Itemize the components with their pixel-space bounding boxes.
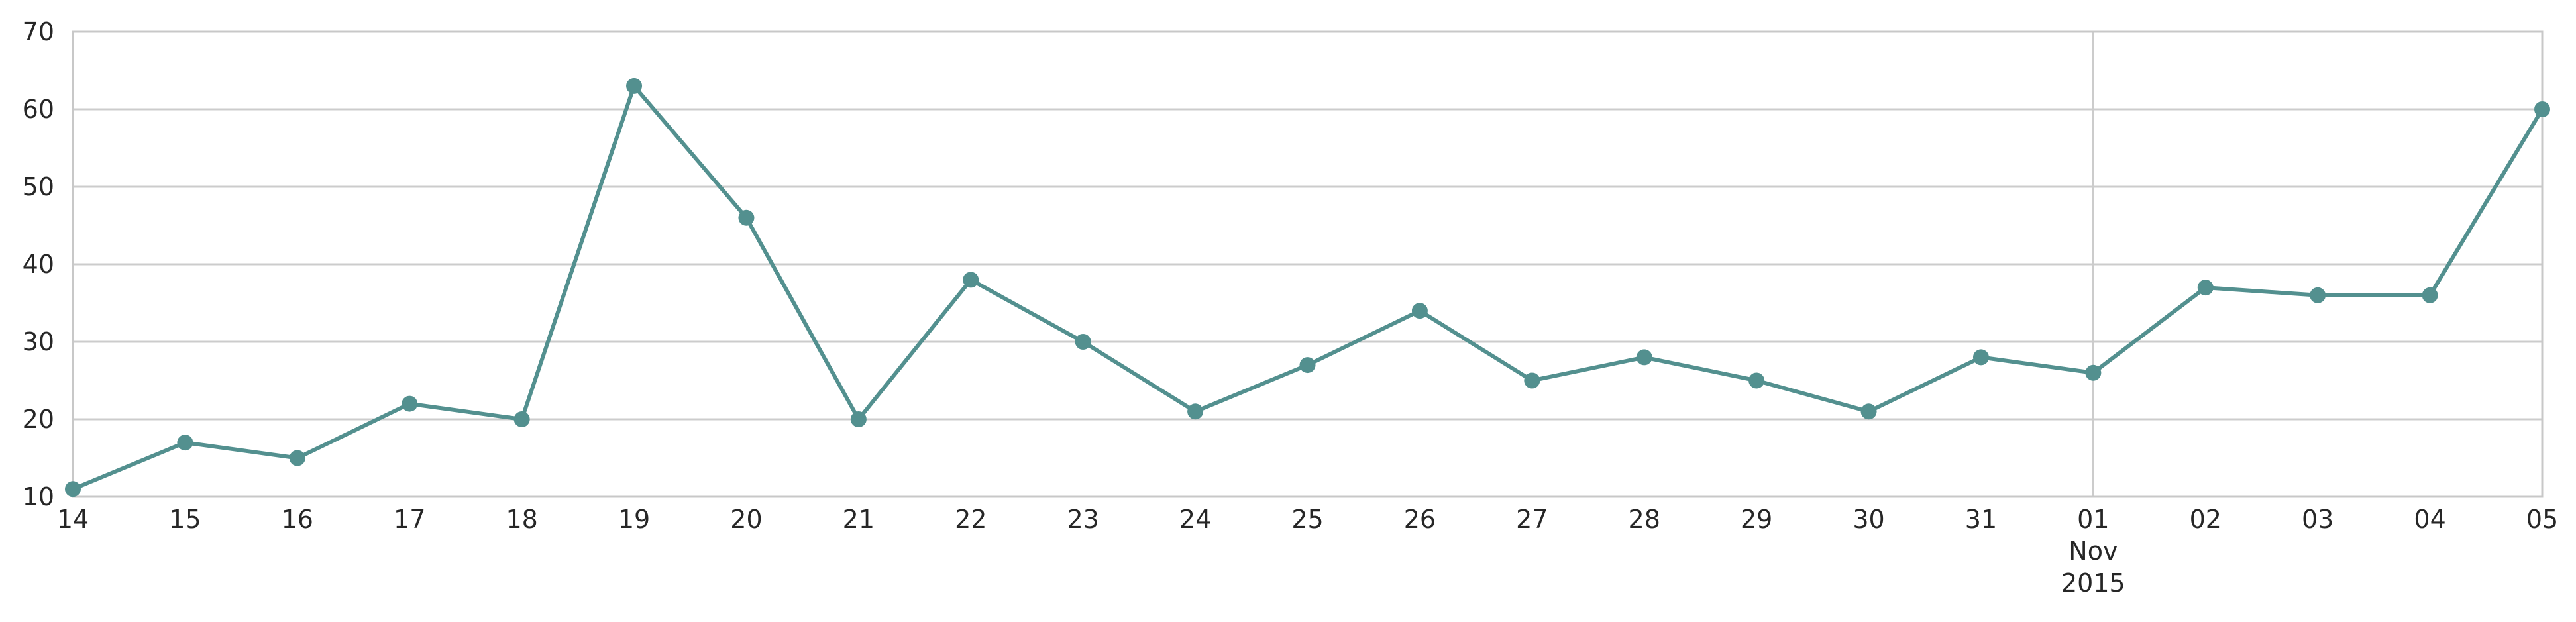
x-tick-label: 01 Nov 2015 bbox=[2061, 505, 2125, 597]
y-tick-label: 40 bbox=[23, 250, 54, 279]
y-tick-label: 50 bbox=[23, 172, 54, 201]
data-point bbox=[1299, 357, 1316, 374]
x-tick-label: 26 bbox=[1404, 505, 1436, 534]
x-tick-label: 25 bbox=[1291, 505, 1323, 534]
data-point bbox=[177, 435, 193, 451]
data-point bbox=[738, 209, 755, 226]
data-point bbox=[1972, 349, 1989, 366]
x-tick-label: 24 bbox=[1179, 505, 1211, 534]
x-tick-label: 18 bbox=[506, 505, 537, 534]
y-tick-label: 30 bbox=[23, 327, 54, 356]
data-point bbox=[2422, 287, 2438, 303]
x-tick-label: 02 bbox=[2190, 505, 2222, 534]
data-point bbox=[402, 395, 418, 412]
x-tick-label: 05 bbox=[2526, 505, 2558, 534]
data-point bbox=[1748, 372, 1765, 389]
x-tick-label: 14 bbox=[57, 505, 89, 534]
data-point bbox=[1187, 403, 1204, 420]
x-tick-label: 16 bbox=[282, 505, 313, 534]
data-point bbox=[1411, 303, 1428, 319]
data-point bbox=[2534, 101, 2550, 117]
data-point bbox=[289, 450, 305, 466]
x-tick-label: 28 bbox=[1629, 505, 1660, 534]
x-tick-label: 22 bbox=[955, 505, 987, 534]
data-point bbox=[626, 78, 643, 94]
x-tick-label: 23 bbox=[1067, 505, 1099, 534]
x-tick-label: 29 bbox=[1741, 505, 1772, 534]
y-tick-label: 10 bbox=[23, 482, 54, 511]
x-tick-label: 17 bbox=[394, 505, 425, 534]
x-tick-label: 04 bbox=[2414, 505, 2445, 534]
y-tick-label: 70 bbox=[23, 17, 54, 46]
plot-frame bbox=[72, 30, 2544, 498]
series bbox=[65, 78, 2550, 497]
data-point bbox=[1860, 403, 1877, 420]
data-point bbox=[2197, 280, 2214, 296]
x-tick-label: 27 bbox=[1516, 505, 1548, 534]
x-tick-label: 15 bbox=[169, 505, 201, 534]
data-point bbox=[850, 411, 867, 427]
data-point bbox=[1524, 372, 1540, 389]
x-axis-ticks: 14 15 16 17 18 19 20 21 22 23 24 25 26 27 28 29 30 31 01 No… bbox=[57, 505, 2558, 597]
data-point bbox=[963, 272, 979, 288]
x-tick-label: 20 bbox=[730, 505, 762, 534]
grid bbox=[73, 32, 2542, 497]
data-point bbox=[513, 411, 530, 427]
x-tick-label: 21 bbox=[843, 505, 875, 534]
x-tick-label: 03 bbox=[2302, 505, 2334, 534]
data-point bbox=[65, 481, 81, 497]
data-point bbox=[2085, 364, 2102, 381]
x-tick-label: 30 bbox=[1852, 505, 1884, 534]
data-point bbox=[2310, 287, 2326, 303]
y-axis-ticks: 10 20 30 40 50 60 70 bbox=[23, 17, 54, 511]
y-tick-label: 60 bbox=[23, 95, 54, 124]
y-tick-label: 20 bbox=[23, 405, 54, 434]
data-point bbox=[1075, 334, 1091, 350]
data-point bbox=[1636, 349, 1652, 366]
x-tick-label: 31 bbox=[1965, 505, 1997, 534]
x-tick-label: 19 bbox=[618, 505, 650, 534]
